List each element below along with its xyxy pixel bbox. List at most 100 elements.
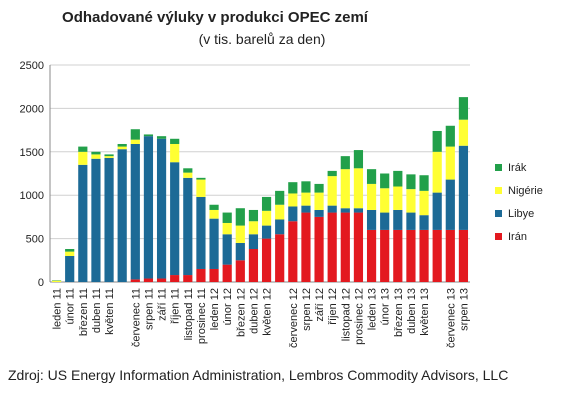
bar-segment — [104, 156, 114, 158]
bar-segment — [183, 172, 193, 178]
bar-segment — [419, 215, 429, 230]
bar-segment — [65, 255, 75, 282]
bar-segment — [65, 249, 75, 252]
bar-segment — [314, 216, 324, 282]
bar-segment — [458, 145, 469, 230]
bar-segment — [445, 229, 455, 282]
bar-segment — [275, 204, 285, 220]
legend-label: Libye — [508, 208, 534, 220]
bar-segment — [353, 168, 364, 209]
bar-segment — [301, 212, 311, 282]
x-tick-label: červenec 12 — [288, 288, 300, 348]
bar-segment — [209, 209, 219, 219]
bar-segment — [366, 169, 377, 184]
bar-segment — [380, 173, 390, 189]
bar-segment — [432, 151, 442, 193]
x-tick-label: listopad 12 — [340, 288, 352, 341]
bar-segment — [170, 138, 180, 144]
bar-segment — [143, 136, 154, 279]
x-tick-label: leden 11 — [52, 288, 64, 329]
bar-segment — [301, 205, 311, 213]
bar-segment — [235, 225, 245, 243]
x-tick-label: květen 13 — [419, 288, 431, 336]
bar-segment — [301, 192, 311, 206]
bar-segment — [327, 212, 337, 282]
bar-segment — [340, 156, 350, 170]
bar-segment — [445, 179, 455, 230]
bar-segment — [156, 138, 167, 279]
bar-segment — [340, 208, 350, 213]
bar-segment — [65, 251, 75, 256]
bar-segment — [340, 169, 350, 209]
x-tick-label: únor 11 — [65, 288, 77, 325]
y-tick-label: 500 — [26, 234, 44, 246]
bar-segment — [419, 190, 429, 216]
bar-segment — [104, 154, 114, 157]
bar-segment — [288, 182, 298, 194]
bar-segment — [353, 212, 364, 282]
bar-segment — [393, 170, 403, 187]
x-tick-label: srpen 11 — [143, 288, 155, 330]
y-tick-label: 2500 — [20, 60, 44, 72]
bar-segment — [380, 188, 390, 213]
bar-segment — [261, 225, 272, 239]
bar-segment — [117, 143, 127, 147]
bar-segment — [78, 164, 88, 282]
bar-segment — [78, 151, 88, 165]
bar-segment — [406, 174, 416, 190]
bar-segment — [248, 249, 259, 282]
bar-segment — [314, 183, 324, 193]
legend-swatch — [495, 187, 502, 194]
bar-segment — [130, 129, 140, 140]
x-tick-label: leden 13 — [367, 288, 379, 330]
bar-segment — [393, 186, 403, 210]
y-tick-label: 1000 — [20, 190, 44, 202]
bar-segment — [196, 179, 206, 197]
bar-segment — [445, 125, 455, 147]
bar-segment — [117, 146, 127, 150]
bar-segment — [419, 175, 429, 191]
legend-label: Irák — [508, 162, 527, 174]
x-tick-label: prosinec 12 — [353, 288, 365, 345]
x-tick-label: březen 11 — [78, 288, 90, 336]
bar-segment — [314, 192, 324, 210]
bar-segment — [366, 209, 377, 230]
bar-segment — [458, 97, 469, 120]
x-tick-label: duben 12 — [248, 288, 260, 334]
bar-segment — [419, 229, 429, 282]
x-tick-label: květen 12 — [262, 288, 274, 336]
bar-segment — [209, 268, 219, 282]
bar-segment — [91, 154, 101, 159]
x-tick-label: březen 12 — [235, 288, 247, 337]
bar-segment — [156, 136, 167, 139]
bar-segment — [406, 189, 416, 213]
x-tick-label: říjen 12 — [327, 288, 339, 325]
bar-segment — [143, 278, 154, 282]
bar-segment — [458, 119, 469, 146]
bar-segment — [183, 168, 193, 173]
bar-segment — [183, 275, 193, 282]
chart-title: Odhadované výluky v produkci OPEC zemí — [62, 9, 369, 26]
bar-segment — [393, 209, 403, 230]
bar-segment — [51, 280, 62, 282]
x-tick-label: červenec 11 — [130, 288, 142, 347]
bar-segment — [261, 210, 272, 226]
y-tick-label: 0 — [38, 277, 44, 289]
x-tick-label: listopad 11 — [183, 288, 195, 340]
bar-segment — [406, 212, 416, 230]
bar-segment — [327, 205, 337, 213]
bar-segment — [432, 192, 442, 230]
source: Zdroj: US Energy Information Administrat… — [8, 367, 508, 383]
bar-segment — [130, 143, 140, 280]
bar-segment — [248, 234, 259, 250]
x-tick-label: srpen 12 — [301, 288, 313, 331]
legend-label: Irán — [508, 231, 527, 243]
bar-segment — [380, 229, 390, 282]
bar-segment — [143, 134, 154, 137]
legend-swatch — [495, 164, 502, 171]
x-tick-label: duben 11 — [91, 288, 103, 333]
bar-segment — [183, 177, 193, 276]
x-tick-label: leden 12 — [209, 288, 221, 330]
bar-segment — [130, 139, 140, 144]
